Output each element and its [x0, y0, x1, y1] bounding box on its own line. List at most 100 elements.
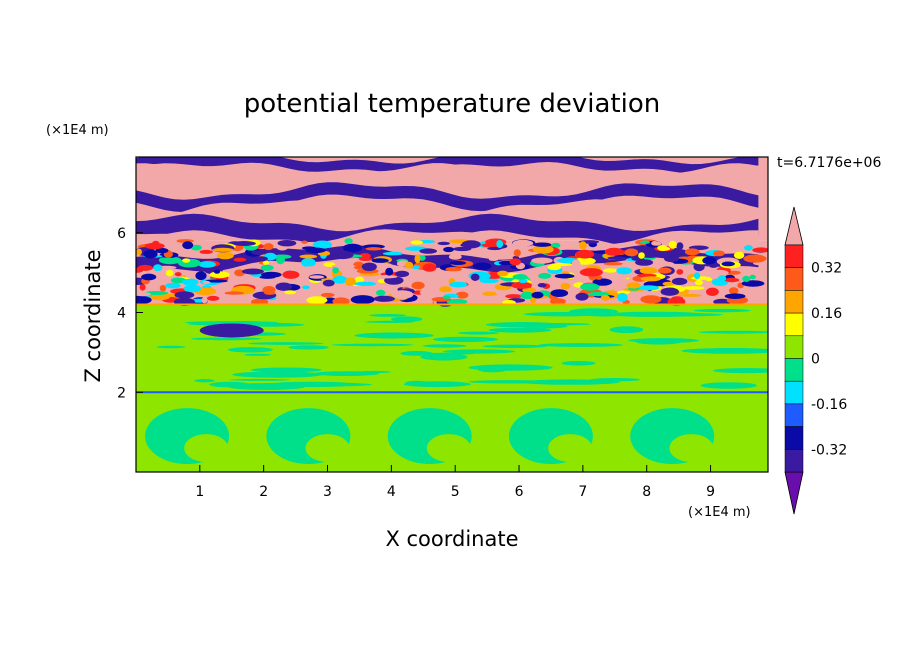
roll-core [426, 434, 471, 463]
mixed-speckle [165, 282, 181, 289]
mixed-speckle [159, 285, 167, 292]
mixed-speckle [743, 254, 767, 263]
mid-streak [247, 342, 324, 345]
x-tick-label: 3 [323, 484, 332, 500]
mid-streak [681, 348, 768, 354]
mixed-speckle [752, 247, 768, 253]
colorbar-top-arrow [784, 206, 804, 246]
mixed-speckle [275, 282, 293, 291]
mixed-speckle [600, 294, 610, 301]
colorbar: 0.32 0.16 0 -0.16 -0.32 [784, 206, 847, 515]
mixed-speckle [195, 271, 207, 281]
mid-streak [432, 336, 498, 343]
mixed-speckle [538, 272, 552, 279]
mixed-speckle [332, 250, 354, 260]
mixed-speckle [664, 255, 679, 263]
mixed-speckle [496, 240, 504, 248]
mixed-speckle [422, 263, 437, 272]
mid-streak [609, 326, 644, 334]
colorbar-label: 0 [811, 352, 820, 368]
mixed-speckle [332, 275, 348, 284]
mixed-speckle [419, 289, 437, 296]
mixed-speckle [198, 261, 216, 268]
mid-streak [288, 345, 329, 350]
mixed-speckle [411, 281, 425, 290]
mixed-speckle [671, 277, 688, 285]
colorbar-label: -0.16 [811, 397, 847, 413]
mixed-speckle [741, 280, 765, 287]
colorbar-label: -0.32 [811, 442, 847, 458]
mid-streak [482, 344, 547, 348]
mixed-speckle [139, 283, 146, 291]
mixed-speckle [382, 251, 404, 256]
x-axis-ticks: 1 2 3 4 5 6 7 8 9 [195, 465, 715, 500]
mixed-speckle [718, 275, 727, 282]
mixed-speckle [443, 246, 455, 253]
mixed-speckle [657, 245, 668, 251]
mid-streak [698, 330, 768, 334]
mixed-speckle [202, 280, 211, 285]
mixed-speckle [365, 247, 382, 251]
mixed-speckle [174, 291, 195, 299]
mid-streak [209, 381, 251, 388]
x-tick-label: 7 [578, 484, 587, 500]
mixed-speckle [299, 254, 318, 259]
upper-layer-2 [136, 182, 759, 213]
chart-title: potential temperature deviation [244, 89, 660, 119]
mixed-speckle [410, 240, 424, 245]
mixed-speckle [449, 281, 468, 288]
mixed-speckle [626, 282, 641, 289]
mid-streak [194, 379, 215, 383]
mixed-speckle [322, 279, 335, 287]
mixed-speckle [302, 246, 317, 250]
mixed-speckle [404, 261, 414, 269]
mixed-speckle [331, 264, 356, 268]
mixed-speckle [395, 270, 410, 278]
mixed-speckle [668, 240, 677, 249]
mixed-speckle [136, 248, 142, 256]
plot-frame [135, 156, 769, 473]
mixed-speckle [385, 267, 394, 276]
mixed-speckle [551, 242, 561, 249]
mixed-speckle [580, 283, 600, 291]
mixed-speckle [282, 270, 300, 279]
mixed-speckle [690, 276, 711, 280]
mixed-speckle [449, 261, 467, 265]
mixed-speckle [640, 240, 650, 244]
mixed-speckle [205, 279, 228, 283]
mid-streak [422, 344, 467, 348]
mixed-speckle [509, 258, 521, 266]
mid-streak [156, 345, 186, 349]
mixed-speckle [689, 295, 712, 305]
mixed-speckle [379, 263, 392, 267]
mixed-speckle [744, 245, 753, 251]
mid-streak [403, 381, 471, 388]
mid-streak [627, 312, 724, 317]
mixed-speckle [482, 291, 497, 296]
mixed-speckle [344, 238, 353, 244]
mixed-speckle [639, 267, 658, 275]
mixed-speckle [682, 286, 705, 290]
mixed-speckle [199, 249, 213, 254]
mid-streak [244, 353, 271, 356]
mid-streak [590, 378, 640, 382]
mixed-speckle [533, 242, 552, 247]
mixed-speckle [332, 297, 350, 306]
mixed-speckle [584, 245, 609, 251]
mixed-speckle [320, 292, 335, 298]
mixed-speckle [174, 272, 182, 277]
mixed-speckle [724, 277, 740, 283]
mixed-speckle [306, 296, 328, 305]
colorbar-swatch [784, 312, 804, 337]
mixed-speckle [442, 295, 451, 299]
mixed-speckle [595, 275, 603, 280]
mixed-speckle [727, 238, 737, 246]
mixed-speckle [302, 285, 310, 290]
mixed-speckle [658, 267, 672, 274]
mid-streak [457, 331, 500, 335]
mixed-speckle [136, 295, 152, 305]
mixed-speckle [261, 271, 282, 278]
mixed-speckle [497, 270, 509, 277]
mixed-speckle [224, 291, 244, 295]
mixed-speckle [706, 287, 719, 296]
